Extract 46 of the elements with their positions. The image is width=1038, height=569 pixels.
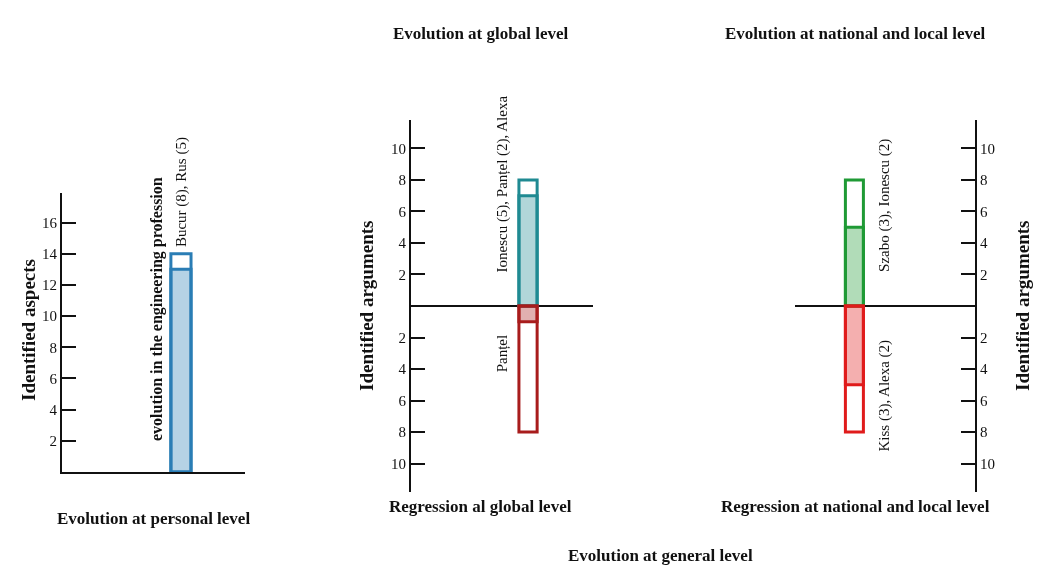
y-tick-label: 2 bbox=[980, 266, 988, 283]
y-tick-label: 10 bbox=[391, 140, 406, 157]
y-tick-label: 10 bbox=[391, 455, 406, 472]
y-tick-label: 10 bbox=[980, 455, 995, 472]
y-tick-label: 4 bbox=[980, 361, 988, 378]
chart-title: Evolution at global level bbox=[393, 24, 569, 43]
x-axis-title: Regression al global level bbox=[389, 497, 572, 516]
y-tick-label: 8 bbox=[398, 424, 406, 441]
y-tick-label: 10 bbox=[42, 308, 57, 325]
y-tick-label: 8 bbox=[398, 172, 406, 189]
y-tick-label: 4 bbox=[398, 361, 407, 378]
y-tick-label: 2 bbox=[398, 266, 406, 283]
annotation: evolution in the engineering profession bbox=[148, 177, 166, 441]
y-tick-label: 2 bbox=[49, 433, 57, 450]
bar bbox=[843, 178, 865, 308]
y-tick-label: 4 bbox=[980, 235, 988, 252]
text: Bucur (8), Rus (5) bbox=[172, 137, 190, 248]
y-tick-label: 8 bbox=[980, 172, 988, 189]
y-tick-label: 4 bbox=[49, 401, 58, 418]
y-tick-label: 6 bbox=[398, 392, 407, 409]
text: Kiss (3), Alexa (2) bbox=[876, 339, 894, 452]
y-tick-label: 4 bbox=[398, 235, 407, 252]
chart-title: Evolution at national and local level bbox=[725, 24, 986, 43]
bar bbox=[517, 304, 539, 434]
y-tick-label: 2 bbox=[980, 329, 988, 346]
y-tick-label: 16 bbox=[42, 214, 58, 231]
y-tick-label: 6 bbox=[980, 392, 988, 409]
text: Panțel bbox=[493, 334, 511, 373]
x-axis-title: Evolution at personal level bbox=[57, 509, 251, 528]
y-tick-label: 6 bbox=[980, 203, 988, 220]
bar bbox=[843, 304, 865, 434]
y-tick-label: 10 bbox=[980, 140, 995, 157]
y-tick-label: 12 bbox=[42, 277, 57, 294]
y-axis-title: Identified arguments bbox=[356, 220, 377, 391]
y-tick-label: 8 bbox=[49, 339, 57, 356]
y-axis-title: Identified arguments bbox=[1012, 220, 1033, 391]
y-tick-label: 6 bbox=[49, 370, 58, 387]
text: Szabo (3), Ionescu (2) bbox=[876, 138, 894, 272]
y-axis-title: Identified aspects bbox=[18, 259, 39, 401]
y-tick-label: 6 bbox=[398, 203, 407, 220]
y-tick-label: 14 bbox=[42, 246, 58, 263]
y-tick-label: 8 bbox=[980, 424, 988, 441]
text: Ionescu (5), Panțel (2), Alexa bbox=[493, 95, 511, 273]
x-axis-title: Regression at national and local level bbox=[721, 497, 990, 516]
y-tick-label: 2 bbox=[398, 329, 406, 346]
text: Evolution at general level bbox=[568, 546, 753, 565]
